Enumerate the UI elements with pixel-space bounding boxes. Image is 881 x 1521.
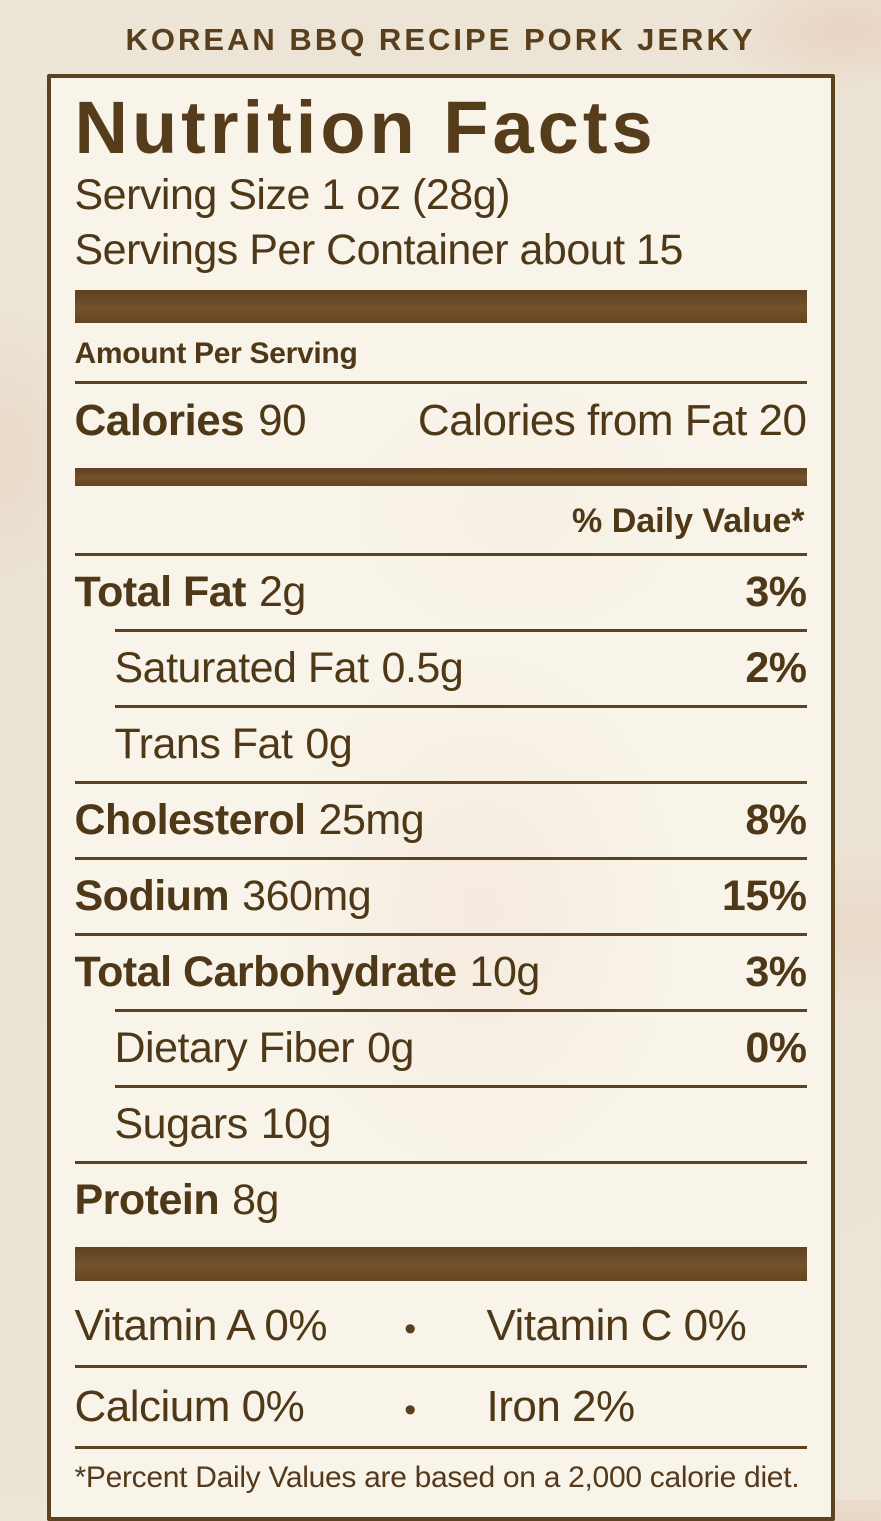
- bullet-separator: •: [404, 1309, 416, 1348]
- nutrient-name: Cholesterol: [74, 795, 307, 844]
- nutrient-rows: Total Fat 2g 3% Saturated Fat 0.5g 2% Trans Fa…: [74, 556, 808, 1237]
- micronutrient-rows: Vitamin A 0% • Vitamin C 0% Calcium 0% • Iron…: [74, 1287, 807, 1449]
- nutrient-name: Trans Fat: [114, 719, 293, 768]
- nutrient-row: Total Carbohydrate 10g 3%: [74, 936, 808, 1009]
- calories-label: Calories: [74, 395, 245, 445]
- rule: [74, 780, 807, 784]
- nutrient-daily-value: 0%: [745, 1023, 807, 1072]
- nutrient-amount: 25mg: [318, 795, 425, 844]
- nutrient-row: Protein 8g: [75, 1164, 807, 1237]
- nutrient-name: Sodium: [74, 871, 230, 920]
- nutrient-name-amount: Cholesterol 25mg: [75, 796, 425, 845]
- rule: [74, 380, 807, 384]
- section-divider-bar-bottom: [74, 1246, 807, 1281]
- product-title: KOREAN BBQ RECIPE PORK JERKY: [125, 22, 756, 57]
- section-divider-bar: [74, 289, 807, 323]
- nutrient-amount: 0g: [367, 1023, 414, 1072]
- daily-value-footnote: *Percent Daily Values are based on a 2,0…: [74, 1460, 800, 1494]
- nutrient-name: Saturated Fat: [114, 643, 370, 692]
- servings-per-container-line: Servings Per Container about 15: [74, 225, 684, 274]
- nutrient-name: Protein: [74, 1175, 220, 1224]
- nutrient-name: Total Carbohydrate: [74, 947, 458, 996]
- calories-number: 90: [258, 395, 307, 445]
- nutrition-facts-title: Nutrition Facts: [74, 86, 657, 169]
- rule: [74, 856, 807, 860]
- rule: [114, 628, 807, 632]
- calories-divider-bar: [74, 467, 807, 486]
- nutrient-daily-value: 2%: [745, 643, 807, 692]
- nutrient-name-amount: Trans Fat 0g: [115, 720, 353, 769]
- nutrient-name-amount: Sugars 10g: [115, 1100, 332, 1149]
- micronutrient-row: Vitamin A 0% • Vitamin C 0%: [75, 1287, 807, 1365]
- micronutrient-right: Iron 2%: [486, 1381, 636, 1431]
- micronutrient-left: Calcium 0%: [74, 1381, 305, 1431]
- rule: [74, 552, 807, 556]
- nutrient-row: Sodium 360mg 15%: [75, 860, 807, 933]
- rule: [74, 932, 807, 936]
- nutrient-name-amount: Dietary Fiber 0g: [114, 1023, 415, 1073]
- nutrient-amount: 10g: [469, 947, 541, 996]
- nutrient-amount: 10g: [260, 1099, 332, 1148]
- nutrient-name-amount: Saturated Fat 0.5g: [115, 644, 464, 693]
- nutrient-amount: 0g: [305, 719, 353, 768]
- nutrient-amount: 0.5g: [381, 643, 464, 692]
- nutrient-row: Cholesterol 25mg 8%: [75, 784, 808, 857]
- nutrient-daily-value: 3%: [745, 567, 807, 616]
- rule: [74, 1160, 807, 1164]
- micronutrient-row: Calcium 0% • Iron 2%: [75, 1368, 807, 1446]
- nutrient-daily-value: 8%: [745, 795, 807, 844]
- nutrient-row: Total Fat 2g 3%: [74, 556, 808, 629]
- calories-row: Calories 90 Calories from Fat 20: [75, 384, 807, 460]
- nutrient-name-amount: Total Fat 2g: [74, 567, 307, 617]
- rule: [74, 1445, 807, 1449]
- nutrient-row: Sugars 10g: [75, 1088, 807, 1161]
- rule: [114, 704, 807, 708]
- daily-value-header: % Daily Value*: [572, 501, 805, 540]
- nutrient-amount: 360mg: [242, 871, 372, 920]
- nutrient-daily-value: 15%: [721, 871, 807, 920]
- nutrient-row: Trans Fat 0g: [75, 708, 807, 781]
- nutrient-name: Dietary Fiber: [114, 1023, 355, 1072]
- rule: [74, 1364, 807, 1368]
- nutrient-row: Saturated Fat 0.5g 2%: [75, 632, 808, 705]
- micronutrient-left: Vitamin A 0%: [74, 1300, 328, 1350]
- serving-size-line: Serving Size 1 oz (28g): [74, 170, 511, 219]
- nutrient-name-amount: Protein 8g: [74, 1175, 280, 1225]
- micronutrient-right: Vitamin C 0%: [486, 1300, 747, 1350]
- nutrient-amount: 2g: [258, 567, 306, 616]
- calories-value: Calories 90: [75, 396, 307, 446]
- rule: [114, 1084, 807, 1088]
- rule: [114, 1008, 807, 1012]
- nutrient-name-amount: Sodium 360mg: [75, 872, 372, 921]
- nutrient-name-amount: Total Carbohydrate 10g: [74, 947, 541, 997]
- nutrient-row: Dietary Fiber 0g 0%: [75, 1012, 808, 1085]
- calories-from-fat: Calories from Fat 20: [417, 395, 807, 445]
- nutrient-name: Sugars: [114, 1099, 249, 1148]
- amount-per-serving-label: Amount Per Serving: [74, 336, 358, 370]
- nutrition-facts-panel: Nutrition Facts Serving Size 1 oz (28g) …: [46, 74, 835, 1521]
- nutrient-daily-value: 3%: [745, 947, 807, 996]
- nutrient-amount: 8g: [232, 1175, 279, 1224]
- bullet-separator: •: [404, 1390, 416, 1429]
- nutrient-name: Total Fat: [74, 567, 247, 616]
